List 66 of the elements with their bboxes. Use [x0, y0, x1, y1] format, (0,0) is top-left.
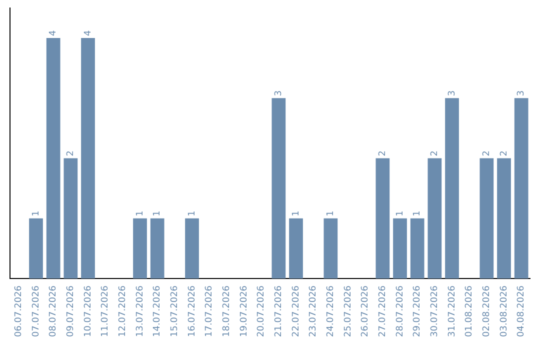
bar [428, 158, 442, 278]
bar [393, 218, 407, 278]
x-tick-label: 25.07.2026 [343, 285, 354, 337]
data-label: 1 [291, 210, 302, 216]
x-tick-label: 09.07.2026 [66, 285, 76, 337]
x-tick-label: 10.07.2026 [83, 285, 94, 337]
bar [289, 218, 303, 278]
bar [46, 38, 60, 278]
bar [81, 38, 95, 278]
x-tick-label: 13.07.2026 [135, 285, 146, 337]
bar [324, 218, 338, 278]
data-label: 1 [326, 210, 336, 216]
bar [376, 158, 390, 278]
data-label: 2 [66, 150, 76, 156]
bar [410, 218, 424, 278]
data-label: 2 [378, 150, 388, 156]
x-tick-label: 30.07.2026 [430, 285, 440, 337]
x-tick-label: 17.07.2026 [204, 285, 215, 337]
bar [185, 218, 199, 278]
x-tick-label: 06.07.2026 [14, 285, 24, 337]
x-tick-label: 20.07.2026 [256, 285, 267, 337]
x-tick-label: 08.07.2026 [48, 285, 59, 337]
bar [29, 218, 43, 278]
data-label: 2 [482, 150, 492, 156]
x-tick-label: 01.08.2026 [464, 285, 475, 337]
x-tick-label: 16.07.2026 [187, 285, 198, 337]
data-label: 3 [274, 90, 284, 96]
data-label: 1 [395, 210, 406, 216]
bar [150, 218, 164, 278]
x-tick-label: 02.08.2026 [482, 285, 492, 337]
data-label: 4 [48, 30, 59, 36]
data-label: 1 [135, 210, 146, 216]
x-tick-label: 28.07.2026 [395, 285, 406, 337]
bar [497, 158, 511, 278]
x-tick-label: 11.07.2026 [100, 285, 111, 337]
x-tick-label: 19.07.2026 [239, 285, 250, 337]
x-tick-label: 24.07.2026 [326, 285, 336, 337]
x-tick-label: 29.07.2026 [412, 285, 423, 337]
bar [514, 98, 528, 278]
x-tick-label: 21.07.2026 [274, 285, 284, 337]
bar [133, 218, 147, 278]
data-label: 1 [187, 210, 198, 216]
x-tick-label: 18.07.2026 [222, 285, 232, 337]
x-tick-label: 26.07.2026 [360, 285, 371, 337]
x-tick-label: 22.07.2026 [291, 285, 302, 337]
data-label: 1 [31, 210, 42, 216]
bar [480, 158, 494, 278]
x-tick-label: 07.07.2026 [31, 285, 42, 337]
x-tick-label: 14.07.2026 [152, 285, 163, 337]
x-tick-label: 15.07.2026 [170, 285, 180, 337]
x-tick-label: 27.07.2026 [378, 285, 388, 337]
x-tick-label: 31.07.2026 [447, 285, 458, 337]
data-label: 1 [412, 210, 423, 216]
x-tick-label: 04.08.2026 [516, 285, 527, 337]
bar [445, 98, 459, 278]
data-label: 3 [447, 90, 458, 96]
bar [272, 98, 286, 278]
data-label: 1 [152, 210, 163, 216]
data-label: 3 [516, 90, 527, 96]
x-tick-label: 03.08.2026 [499, 285, 510, 337]
data-label: 2 [499, 150, 510, 156]
data-label: 4 [83, 30, 94, 36]
x-tick-label: 23.07.2026 [308, 285, 319, 337]
bar [64, 158, 78, 278]
data-label: 2 [430, 150, 440, 156]
x-tick-label: 12.07.2026 [118, 285, 128, 337]
